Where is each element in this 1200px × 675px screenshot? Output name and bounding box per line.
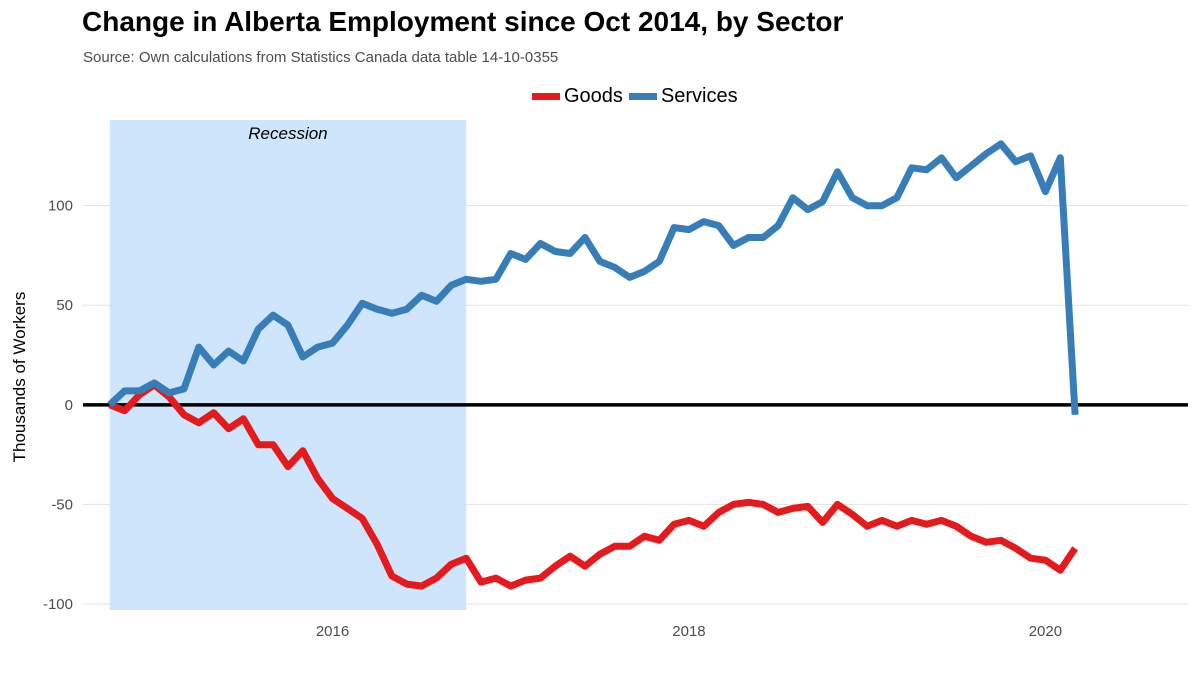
series-line-goods — [108, 381, 1078, 590]
y-tick-label: -100 — [43, 596, 73, 613]
axis-labels: -100 -50 0 50 100 2016 2018 2020 Thousands of Wo… — [10, 198, 1062, 640]
y-tick-label: 100 — [48, 198, 73, 215]
legend: Goods Services — [532, 85, 738, 108]
legend-item-services: Services — [628, 85, 738, 108]
y-tick-label: 50 — [56, 297, 73, 314]
chart-subtitle: Source: Own calculations from Statistics… — [83, 49, 559, 66]
series-line-services — [107, 140, 1079, 416]
recession-shade — [109, 120, 467, 610]
legend-label-goods: Goods — [564, 85, 623, 107]
legend-label-services: Services — [660, 85, 738, 107]
recession-region: Recession — [109, 120, 467, 610]
x-tick-label: 2020 — [1029, 623, 1062, 640]
series-lines — [107, 140, 1079, 590]
y-axis-label: Thousands of Workers — [10, 292, 29, 463]
legend-swatch-services — [628, 93, 657, 100]
recession-label: Recession — [248, 124, 327, 143]
chart-title: Change in Alberta Employment since Oct 2… — [82, 6, 844, 37]
legend-item-goods: Goods — [532, 85, 623, 108]
legend-swatch-goods — [532, 93, 560, 100]
y-tick-label: 0 — [65, 397, 73, 414]
x-tick-label: 2018 — [672, 623, 705, 640]
y-tick-label: -50 — [51, 496, 73, 513]
x-tick-label: 2016 — [316, 623, 349, 640]
